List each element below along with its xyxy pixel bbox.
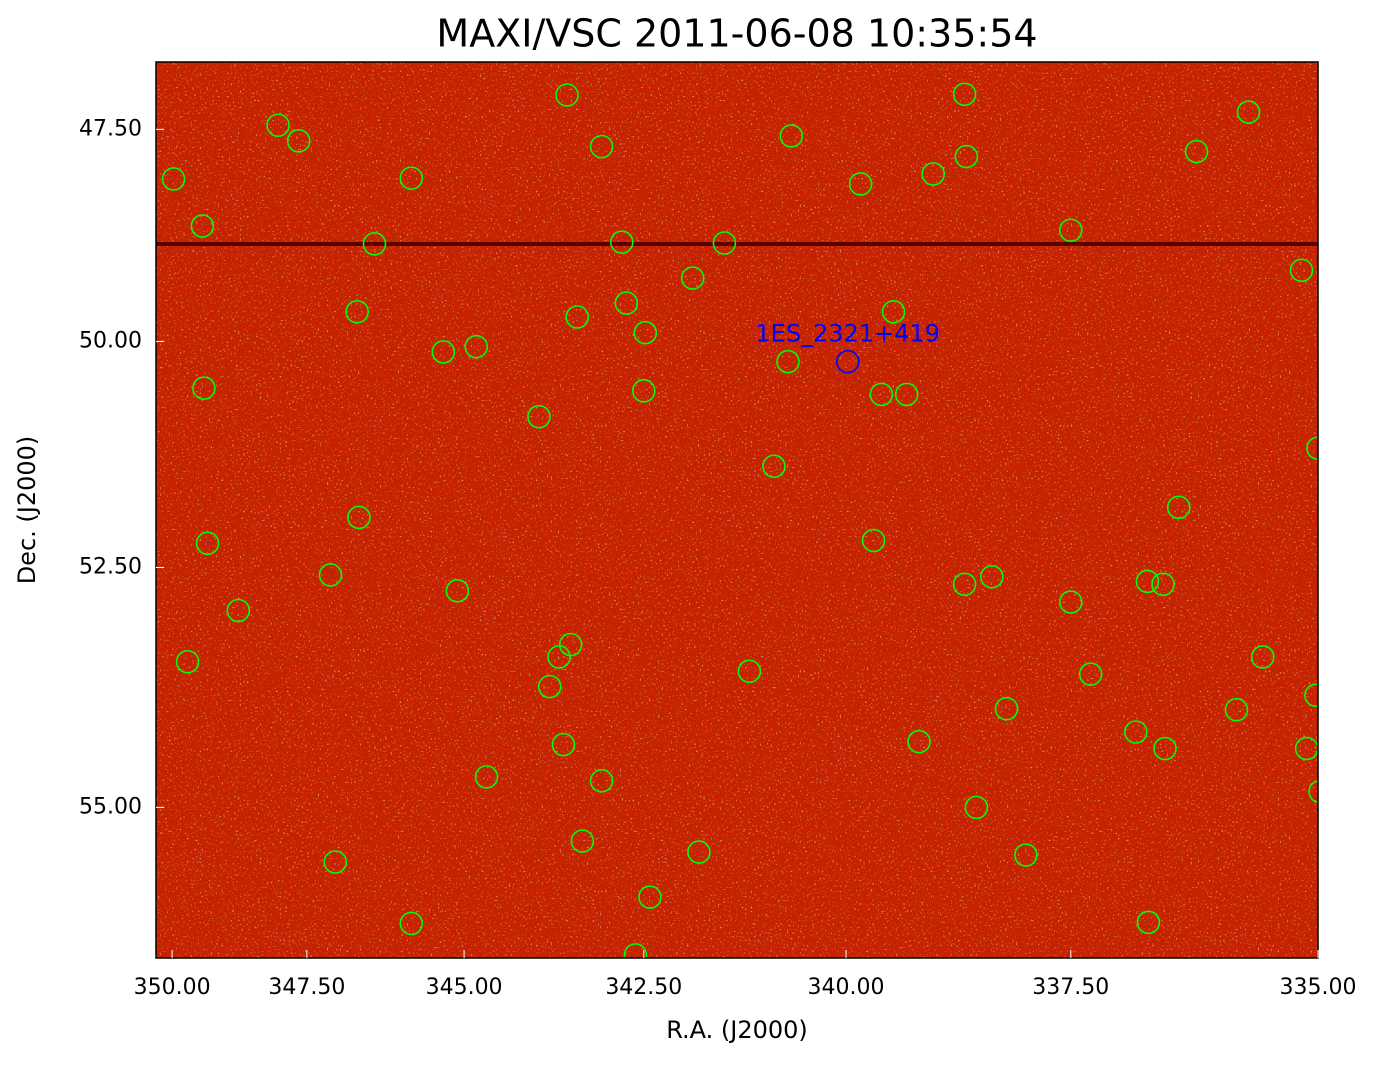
source-circle <box>555 83 579 107</box>
image-noise <box>156 62 1318 958</box>
source-circle <box>881 299 906 324</box>
source-circle <box>779 124 804 148</box>
source-circle <box>1184 139 1209 164</box>
y-tick-label: 47.50 <box>79 116 142 141</box>
source-circle <box>570 829 595 853</box>
source-circle <box>1135 569 1160 594</box>
source-circle <box>952 82 977 107</box>
source-circle <box>190 214 215 238</box>
source-circle <box>861 528 886 553</box>
source-circle <box>1058 218 1083 243</box>
source-circle <box>680 266 705 290</box>
source-circle <box>1236 100 1261 124</box>
source-circle <box>547 645 571 669</box>
source-circle <box>345 299 369 324</box>
x-tick-label: 347.50 <box>268 975 345 1000</box>
source-circle <box>192 376 216 400</box>
chart-title: MAXI/VSC 2011-06-08 10:35:54 <box>436 12 1037 56</box>
source-circle <box>1304 683 1318 708</box>
source-circle <box>633 320 658 345</box>
source-circle <box>161 167 186 191</box>
source-circle <box>964 795 989 820</box>
source-circle <box>589 134 614 159</box>
source-circle <box>1136 910 1161 935</box>
source-label: 1ES_2321+419 <box>755 320 940 348</box>
source-circle <box>399 911 424 936</box>
source-circle <box>835 349 860 374</box>
source-circle <box>537 674 562 699</box>
source-circle <box>623 943 648 958</box>
source-circle <box>551 732 576 757</box>
x-tick-label: 342.50 <box>605 975 682 1000</box>
x-axis-label: R.A. (J2000) <box>666 1016 808 1044</box>
source-circle <box>1166 495 1191 520</box>
source-circle <box>474 765 499 789</box>
source-circle <box>921 162 946 186</box>
y-axis-label: Dec. (J2000) <box>13 436 41 585</box>
source-circle <box>362 232 387 256</box>
source-circle <box>1014 843 1038 867</box>
source-circle <box>565 305 590 329</box>
source-circle <box>638 885 662 909</box>
source-circle <box>869 382 894 407</box>
source-circle <box>980 564 1004 589</box>
source-circle <box>776 349 800 374</box>
source-circle <box>1308 779 1318 804</box>
source-circle <box>954 144 979 169</box>
y-tick-label: 50.00 <box>79 328 142 353</box>
source-circle <box>994 696 1019 721</box>
source-circle <box>1250 645 1275 669</box>
source-circle <box>589 768 614 793</box>
source-circle <box>175 649 200 674</box>
x-tick-label: 337.50 <box>1032 975 1109 1000</box>
source-circle <box>1123 720 1148 744</box>
source-circle <box>737 659 762 684</box>
source-circle <box>318 563 343 587</box>
source-circle <box>687 840 711 864</box>
source-circle <box>431 340 456 364</box>
source-circle <box>848 172 873 196</box>
source-circle <box>195 531 220 556</box>
source-circle <box>399 166 424 190</box>
x-tick-label: 335.00 <box>1280 975 1357 1000</box>
plot-frame <box>155 61 1319 959</box>
source-circle <box>894 382 919 407</box>
source-circle <box>1289 258 1314 283</box>
y-tick-label: 52.50 <box>79 554 142 579</box>
source-circle <box>712 231 737 255</box>
source-circle <box>1153 736 1177 761</box>
x-tick-label: 340.00 <box>808 975 885 1000</box>
source-circle <box>527 404 551 429</box>
source-circle <box>632 379 656 403</box>
source-circle <box>226 598 251 623</box>
source-circle <box>907 729 931 754</box>
source-circle <box>323 850 348 874</box>
source-circle <box>1078 662 1103 686</box>
source-circle <box>464 334 489 359</box>
image-stripe <box>156 242 1318 246</box>
source-circle <box>266 113 290 138</box>
source-circle <box>445 579 470 603</box>
x-tick-label: 350.00 <box>134 975 211 1000</box>
source-circle <box>1058 590 1083 614</box>
source-circle <box>347 505 371 530</box>
source-circle <box>952 572 977 597</box>
source-circle <box>286 129 311 153</box>
source-circle <box>1306 436 1318 460</box>
source-circle <box>610 230 634 254</box>
source-circle <box>614 291 639 315</box>
x-tick-label: 345.00 <box>426 975 503 1000</box>
source-circle <box>1224 697 1249 722</box>
y-tick-label: 55.00 <box>79 794 142 819</box>
source-circle <box>1151 572 1175 597</box>
source-circle <box>762 454 786 479</box>
plot-area <box>161 82 1318 958</box>
